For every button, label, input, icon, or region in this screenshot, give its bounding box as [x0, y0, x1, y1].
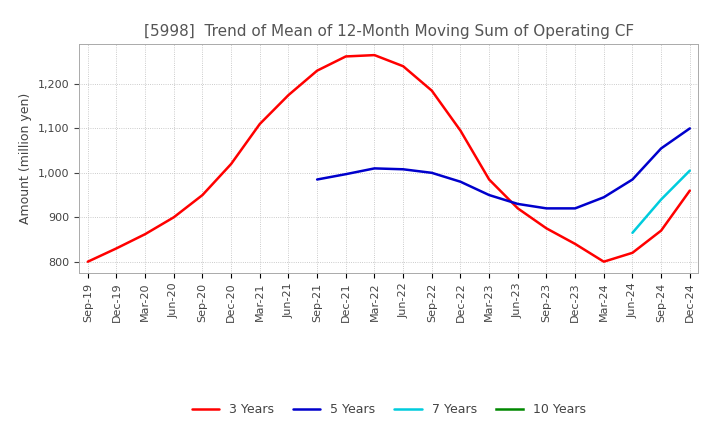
Y-axis label: Amount (million yen): Amount (million yen): [19, 93, 32, 224]
3 Years: [513, 206, 522, 211]
3 Years: [169, 215, 178, 220]
Line: 3 Years: 3 Years: [88, 55, 690, 262]
5 Years: [571, 206, 580, 211]
5 Years: [542, 206, 551, 211]
3 Years: [227, 161, 235, 167]
3 Years: [370, 52, 379, 58]
5 Years: [600, 194, 608, 200]
5 Years: [428, 170, 436, 176]
Legend: 3 Years, 5 Years, 7 Years, 10 Years: 3 Years, 5 Years, 7 Years, 10 Years: [186, 398, 591, 421]
5 Years: [399, 167, 408, 172]
3 Years: [112, 246, 121, 251]
3 Years: [456, 128, 465, 133]
5 Years: [485, 192, 493, 198]
5 Years: [657, 146, 665, 151]
5 Years: [513, 201, 522, 206]
3 Years: [198, 192, 207, 198]
7 Years: [685, 168, 694, 173]
3 Years: [399, 63, 408, 69]
5 Years: [685, 126, 694, 131]
3 Years: [685, 188, 694, 193]
3 Years: [428, 88, 436, 93]
5 Years: [312, 177, 321, 182]
5 Years: [456, 179, 465, 184]
3 Years: [628, 250, 636, 256]
3 Years: [571, 241, 580, 246]
3 Years: [84, 259, 92, 264]
Line: 5 Years: 5 Years: [317, 128, 690, 209]
Line: 7 Years: 7 Years: [632, 171, 690, 233]
7 Years: [657, 197, 665, 202]
3 Years: [141, 231, 150, 237]
5 Years: [341, 172, 350, 177]
Title: [5998]  Trend of Mean of 12-Month Moving Sum of Operating CF: [5998] Trend of Mean of 12-Month Moving …: [144, 24, 634, 39]
3 Years: [312, 68, 321, 73]
3 Years: [256, 121, 264, 127]
3 Years: [657, 228, 665, 233]
3 Years: [284, 92, 293, 98]
3 Years: [485, 177, 493, 182]
5 Years: [370, 166, 379, 171]
5 Years: [628, 177, 636, 182]
7 Years: [628, 230, 636, 235]
3 Years: [341, 54, 350, 59]
3 Years: [542, 226, 551, 231]
3 Years: [600, 259, 608, 264]
